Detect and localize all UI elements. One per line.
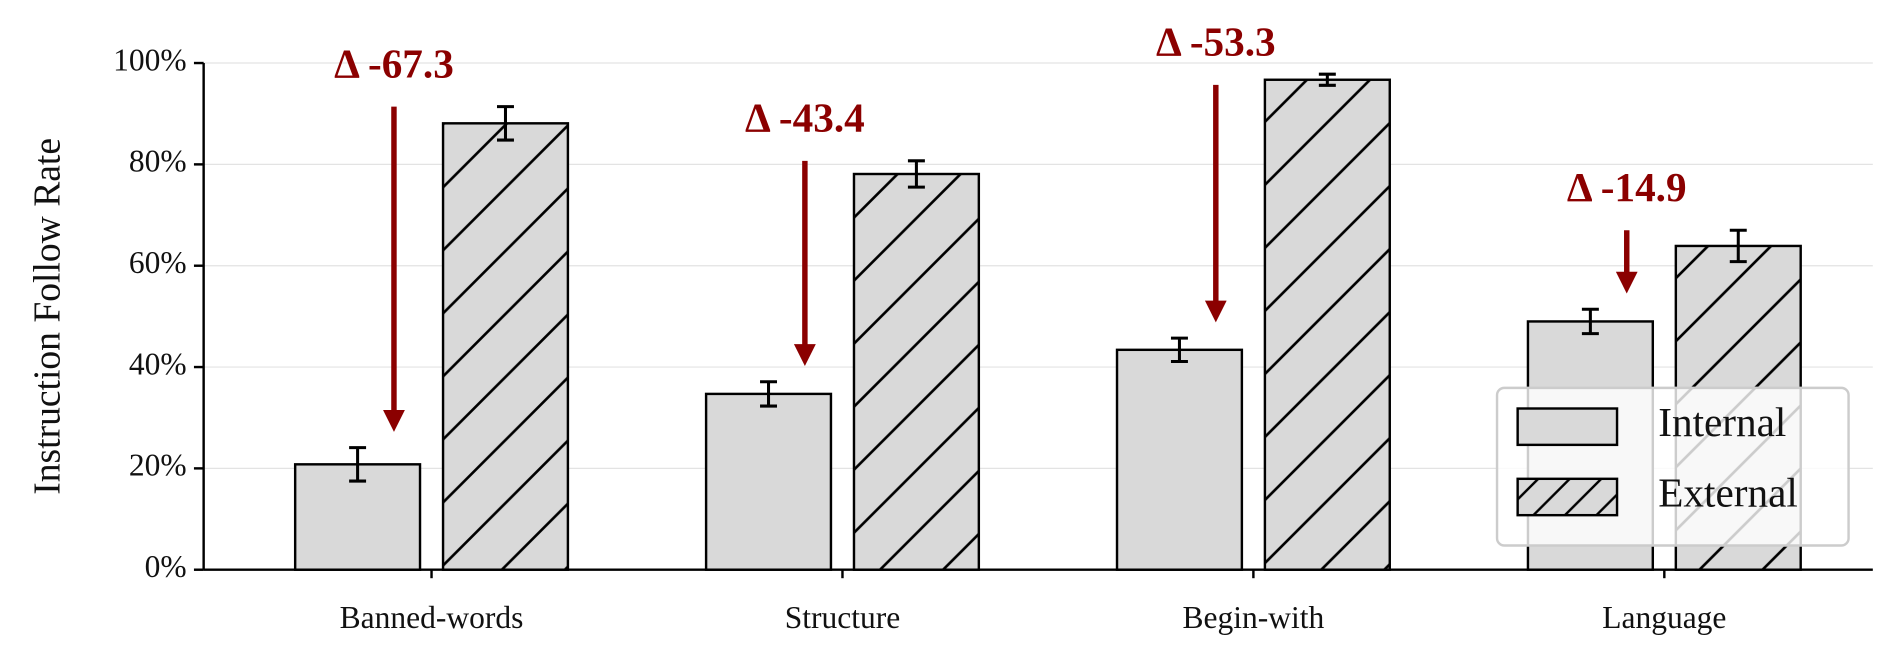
delta-annotation: Δ -43.4 [745,94,865,140]
bar [704,392,833,571]
error-bar [1170,336,1188,363]
error-bar [760,380,778,408]
error-bar [349,446,367,483]
y-tick-label: 60% [129,245,187,280]
y-tick-label: 20% [129,448,187,483]
y-tick-label: 100% [113,42,186,77]
y-axis-title: Instruction Follow Rate [28,138,69,495]
delta-annotation: Δ -14.9 [1567,164,1687,210]
bar [293,463,422,571]
y-tick-label: 80% [129,144,187,179]
error-bar [1581,307,1599,336]
legend-label: External [1658,469,1798,515]
error-bar [1318,72,1336,87]
legend-swatch [1516,477,1619,517]
x-tick-label: Begin-with [1183,600,1325,635]
bar [1263,78,1391,571]
delta-annotation: Δ -53.3 [1156,19,1276,65]
delta-annotation: Δ -67.3 [334,40,454,86]
legend-label: Internal [1658,399,1786,445]
bar [441,122,570,571]
error-bar [907,159,925,189]
x-tick-label: Language [1602,600,1726,635]
y-tick-label: 0% [145,549,187,584]
x-tick-label: Banned-words [340,600,524,635]
x-tick-label: Structure [785,600,900,635]
bar [1115,348,1244,571]
y-tick-label: 40% [129,346,187,381]
bar [852,172,981,571]
legend-swatch [1516,407,1619,447]
error-bar [496,105,514,142]
error-bar [1729,228,1747,264]
